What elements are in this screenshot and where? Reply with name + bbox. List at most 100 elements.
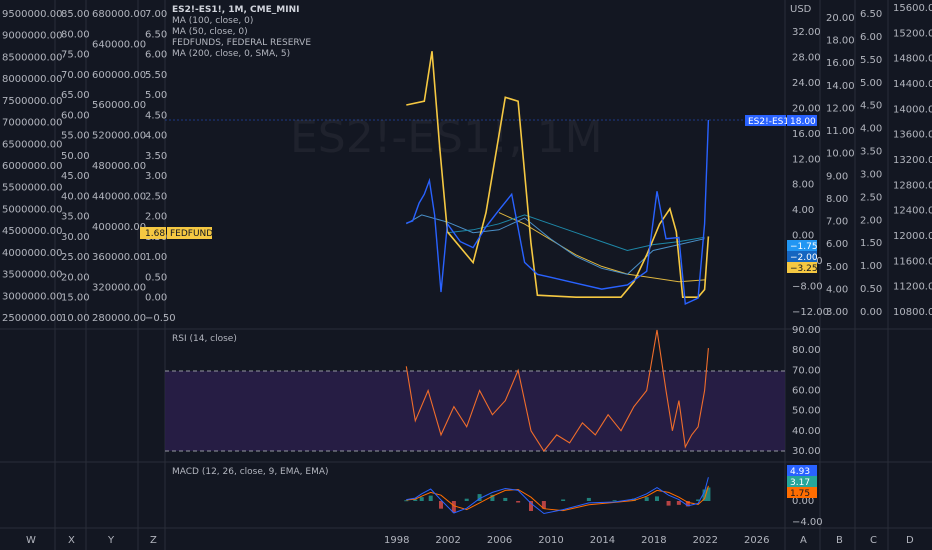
ma-badge-b: −2.00 xyxy=(790,253,818,263)
ma-badges: −1.75 −2.00 −3.25 xyxy=(787,240,818,274)
right-axis-1-tick: 6.00 xyxy=(826,239,848,250)
right-axis-1-tick: 4.00 xyxy=(826,284,848,295)
legend-ma-50[interactable]: MA (50, close, 0) xyxy=(172,27,248,37)
time-tick: 2002 xyxy=(435,535,460,546)
right-axis-0-tick: 0.00 xyxy=(792,231,814,242)
ma-200-line xyxy=(498,212,705,283)
left-axis-3-tick: 2.00 xyxy=(145,212,167,223)
left-axis-0-tick: 4000000.00 xyxy=(2,248,62,259)
main-pane-series xyxy=(406,51,710,305)
macd-axis-tick: 0.00 xyxy=(792,496,814,507)
left-axis-1-tick: 55.00 xyxy=(61,131,90,142)
left-axis-0-tick: 6000000.00 xyxy=(2,161,62,172)
symbol-title[interactable]: ES2!-ES1!, 1M, CME_MINI xyxy=(172,5,299,15)
macd-histogram-bar xyxy=(586,497,591,501)
currency-label: USD xyxy=(790,4,812,15)
left-axis-3-tick: 1.00 xyxy=(145,252,167,263)
right-axis-2-tick: 6.00 xyxy=(860,32,882,43)
legend-ma-200[interactable]: MA (200, close, 0, SMA, 5) xyxy=(172,49,290,59)
left-axis-1-tick: 25.00 xyxy=(61,252,90,263)
left-axis-1-tick: 75.00 xyxy=(61,50,90,61)
scale-letter[interactable]: Z xyxy=(150,535,157,546)
scale-letter[interactable]: D xyxy=(906,535,914,546)
macd-badge-a: 4.93 xyxy=(790,467,810,477)
left-axis-2-tick: 680000.00 xyxy=(92,9,146,20)
right-axis-2-tick: 2.00 xyxy=(860,215,882,226)
macd-histogram-bar xyxy=(451,501,456,513)
right-axis-1-tick: 12.00 xyxy=(826,103,855,114)
scale-letter[interactable]: B xyxy=(836,535,843,546)
legend-ma-100[interactable]: MA (100, close, 0) xyxy=(172,16,253,26)
right-axis-2-tick: 2.50 xyxy=(860,192,882,203)
right-axis-0-tick: 4.00 xyxy=(792,205,814,216)
rsi-axis-tick: 50.00 xyxy=(792,406,821,417)
right-axis-0-tick: 32.00 xyxy=(792,27,821,38)
macd-histogram-bar xyxy=(631,498,636,501)
time-axis[interactable]: 1998 2002 2006 2010 2014 2018 2022 2026 xyxy=(384,535,769,546)
left-axis-0-tick: 2500000.00 xyxy=(2,313,62,324)
es-price-badge: ES2!-ES1! 18.00 xyxy=(745,115,817,127)
right-axis-2-tick: 3.50 xyxy=(860,147,882,158)
macd-histogram-bar xyxy=(404,500,409,502)
macd-pane-series xyxy=(404,477,711,515)
left-axis-1-tick: 45.00 xyxy=(61,171,90,182)
macd-histogram-bar xyxy=(561,499,566,501)
legend-rsi[interactable]: RSI (14, close) xyxy=(172,334,237,344)
macd-histogram-bar xyxy=(419,497,424,501)
left-axis-1-tick: 40.00 xyxy=(61,191,90,202)
left-axis-1-tick: 85.00 xyxy=(61,9,90,20)
time-tick: 2026 xyxy=(744,535,769,546)
scale-letter[interactable]: X xyxy=(68,535,75,546)
axis-labels: 9500000.00 9000000.00 8500000.00 8000000.00… xyxy=(2,3,932,528)
macd-histogram-bar xyxy=(685,501,690,507)
left-axis-0-tick: 5500000.00 xyxy=(2,183,62,194)
right-axis-2-tick: 3.00 xyxy=(860,169,882,180)
legend-fedfunds[interactable]: FEDFUNDS, FEDERAL RESERVE xyxy=(172,38,311,48)
legend-macd[interactable]: MACD (12, 26, close, 9, EMA, EMA) xyxy=(172,467,329,477)
left-axis-3-tick: 0.50 xyxy=(145,272,167,283)
left-axis-2-tick: 520000.00 xyxy=(92,131,146,142)
macd-axis-tick: −4.00 xyxy=(792,517,823,528)
scale-letter[interactable]: Y xyxy=(107,535,115,546)
right-axis-0-tick: 16.00 xyxy=(792,129,821,140)
rsi-axis-tick: 70.00 xyxy=(792,365,821,376)
right-axis-1-tick: 10.00 xyxy=(826,149,855,160)
left-axis-0-tick: 7000000.00 xyxy=(2,118,62,129)
right-axis-3-tick: 13200.00 xyxy=(893,155,932,166)
left-axis-0-tick: 9500000.00 xyxy=(2,9,62,20)
right-axis-3-tick: 12000.00 xyxy=(893,231,932,242)
rsi-axis-tick: 30.00 xyxy=(792,446,821,457)
scale-letter[interactable]: W xyxy=(26,535,36,546)
macd-badges: 4.93 3.17 1.75 xyxy=(787,465,817,499)
left-axis-1-tick: 30.00 xyxy=(61,232,90,243)
macd-badge-c: 1.75 xyxy=(790,489,810,499)
macd-histogram-bar xyxy=(696,499,701,501)
macd-histogram-bar xyxy=(612,500,617,502)
left-axis-2-tick: 480000.00 xyxy=(92,161,146,172)
time-tick: 2006 xyxy=(487,535,512,546)
left-axis-3-tick: 5.00 xyxy=(145,90,167,101)
left-axis-1-tick: 70.00 xyxy=(61,70,90,81)
right-axis-1-tick: 11.00 xyxy=(826,126,855,137)
macd-signal-line xyxy=(406,485,709,512)
rsi-axis-tick: 60.00 xyxy=(792,386,821,397)
scale-letter[interactable]: A xyxy=(800,535,807,546)
right-axis-2-tick: 1.50 xyxy=(860,238,882,249)
left-axis-0-tick: 8000000.00 xyxy=(2,74,62,85)
right-axis-1-tick: 7.00 xyxy=(826,217,848,228)
scale-letter[interactable]: C xyxy=(870,535,877,546)
es-label: ES2!-ES1! xyxy=(748,117,793,127)
right-axis-3-tick: 14000.00 xyxy=(893,104,932,115)
left-axis-0-tick: 7500000.00 xyxy=(2,96,62,107)
macd-histogram-bar xyxy=(413,499,418,501)
right-axis-0-tick: 24.00 xyxy=(792,78,821,89)
macd-histogram-bar xyxy=(490,494,495,501)
right-axis-2-tick: 0.50 xyxy=(860,284,882,295)
right-axis-0-tick: 28.00 xyxy=(792,52,821,63)
right-axis-3-tick: 12400.00 xyxy=(893,206,932,217)
macd-histogram-bar xyxy=(644,497,649,501)
rsi-line xyxy=(405,329,709,452)
left-axis-3-tick: 0.00 xyxy=(145,293,167,304)
